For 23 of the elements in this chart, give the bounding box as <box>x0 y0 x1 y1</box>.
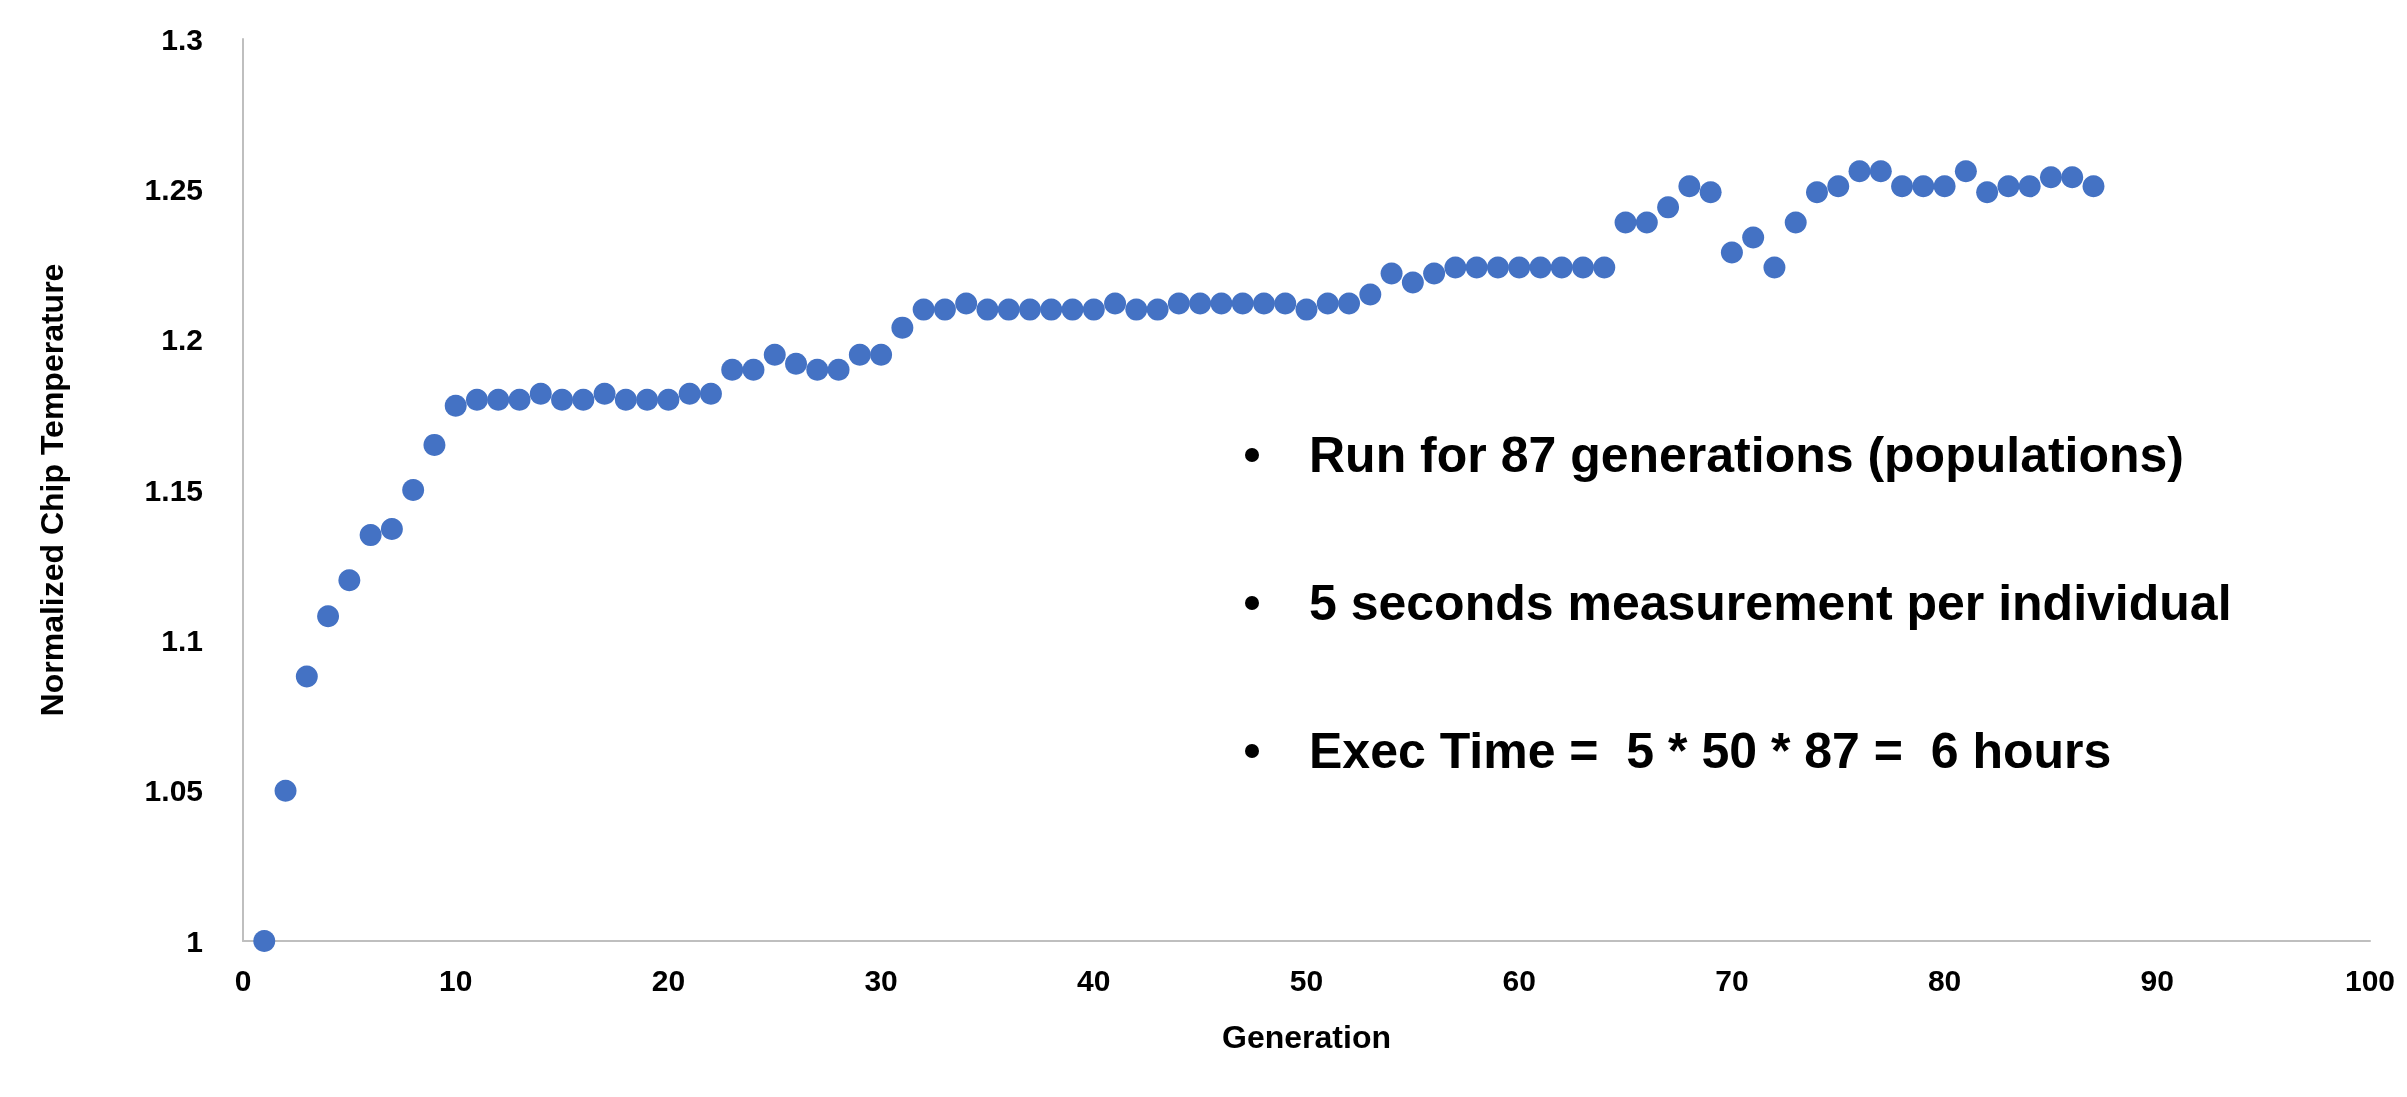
x-tick-label: 50 <box>1289 963 1324 997</box>
y-tick-label: 1.3 <box>161 22 203 56</box>
x-tick-label: 0 <box>234 963 252 997</box>
y-tick-label: 1.25 <box>144 172 203 206</box>
x-tick-label: 20 <box>651 963 686 997</box>
y-tick-label: 1.15 <box>144 473 203 507</box>
y-tick-label: 1.1 <box>161 623 203 657</box>
y-tick-label: 1.05 <box>144 774 203 808</box>
x-tick-label: 30 <box>864 963 898 997</box>
x-tick-label: 80 <box>1927 963 1962 997</box>
y-tick-label: 1 <box>186 924 203 958</box>
y-axis-title: Normalized Chip Temperature <box>34 263 70 717</box>
x-tick-label: 10 <box>439 963 473 997</box>
x-axis-title: Generation <box>1222 1019 1391 1055</box>
annotation: Exec Time = 5 * 50 * 87 = 6 hours <box>1309 722 2112 780</box>
annotation: Run for 87 generations (populations) <box>1309 426 2185 484</box>
x-tick-label: 60 <box>1502 963 1536 997</box>
x-tick-label: 70 <box>1715 963 1749 997</box>
x-tick-label: 100 <box>2344 963 2396 997</box>
x-tick-label: 90 <box>2140 963 2174 997</box>
annotation: 5 seconds measurement per individual <box>1309 574 2232 632</box>
y-tick-label: 1.2 <box>161 323 203 357</box>
x-tick-label: 40 <box>1077 963 1111 997</box>
